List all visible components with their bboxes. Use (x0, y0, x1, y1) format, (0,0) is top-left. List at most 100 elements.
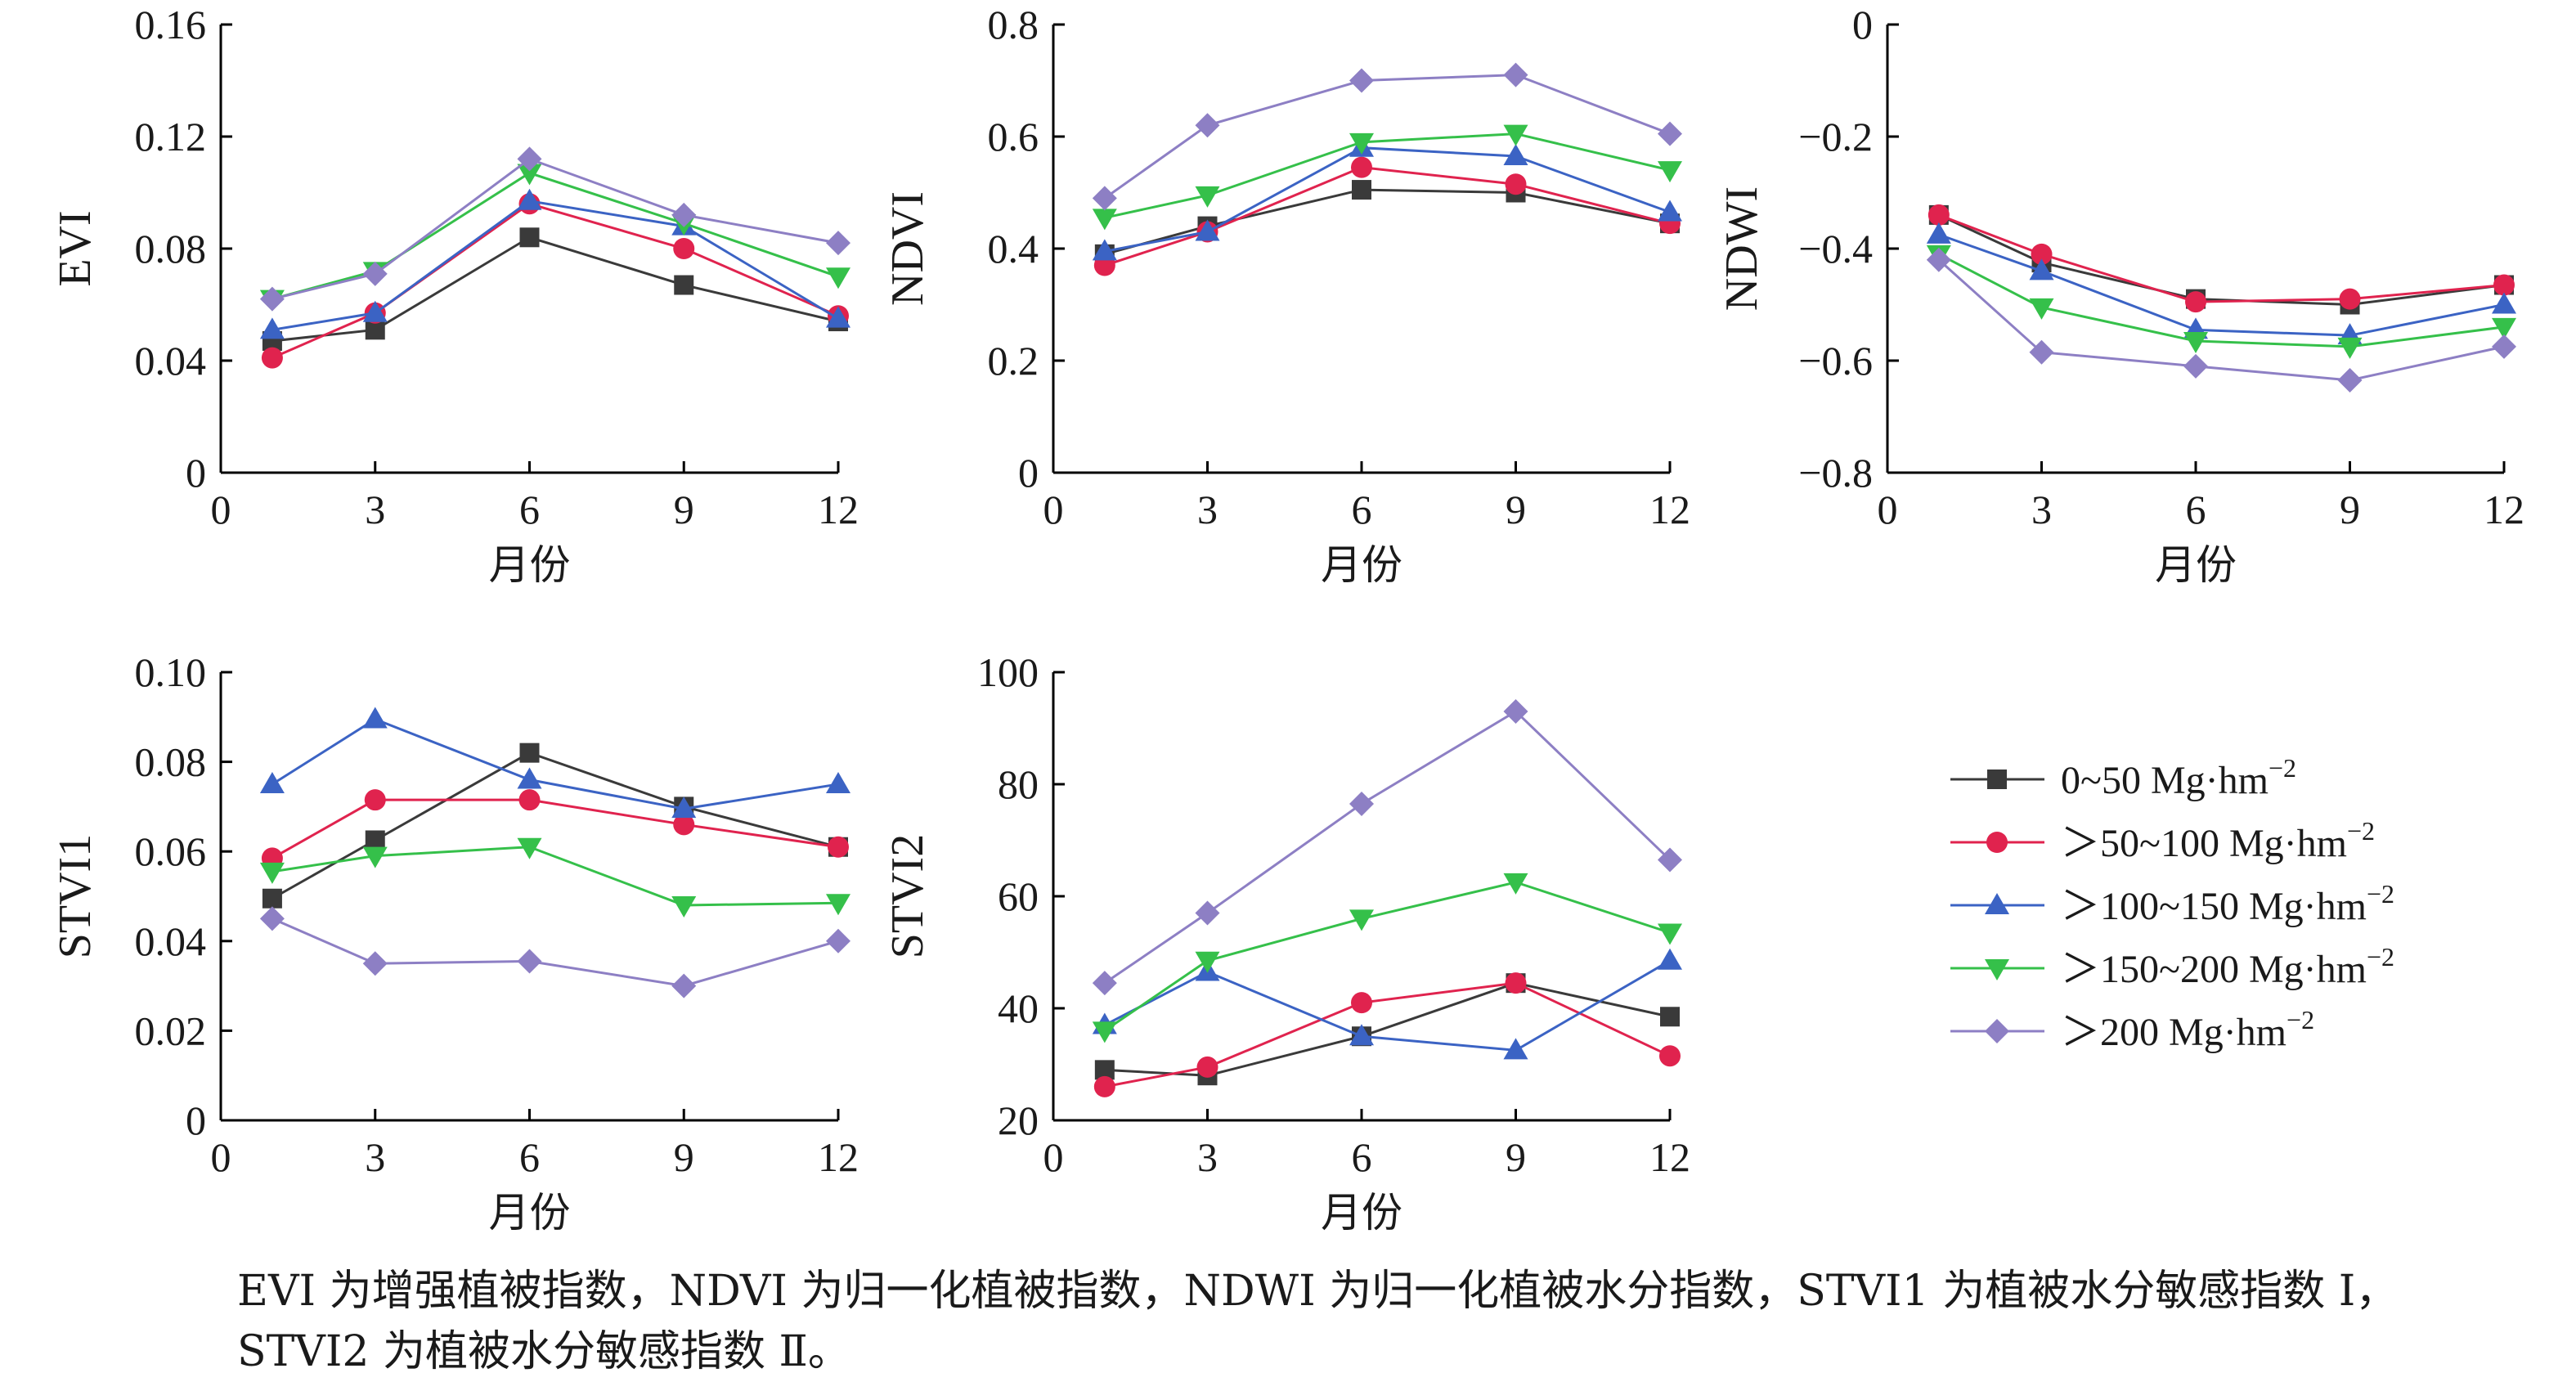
y-tick-label: −0.4 (1798, 226, 1873, 271)
data-point-200+ (1092, 971, 1117, 996)
data-point-0-50 (519, 743, 540, 763)
data-point-0-50 (262, 888, 282, 909)
data-point-150-200 (671, 895, 697, 918)
data-point-200+ (517, 949, 542, 974)
y-tick-label: 0.04 (135, 338, 207, 384)
x-tick-label: 6 (1352, 487, 1372, 532)
data-point-200+ (2492, 334, 2516, 359)
data-point-50-100 (2493, 274, 2515, 296)
data-point-200+ (517, 146, 542, 172)
data-point-100-150 (1092, 239, 1117, 261)
data-point-50-100 (2031, 243, 2053, 265)
data-point-150-200 (826, 267, 850, 289)
data-point-50-100 (828, 836, 849, 858)
data-point-150-200 (1092, 1021, 1117, 1043)
y-tick-label: 0.12 (135, 114, 207, 159)
data-point-200+ (1658, 121, 1682, 146)
data-point-100-150 (1503, 1038, 1528, 1060)
y-tick-label: 60 (998, 873, 1039, 919)
series-line-0-50 (272, 752, 839, 900)
chart-panel-evi: 0 3 6 9 12 0 0.04 0.08 0.12 0.16 月份 EVI (50, 2, 859, 589)
y-tick-label: 0.16 (135, 2, 207, 47)
legend-label-0-50: 0~50 Mg·hm−2 (2061, 753, 2296, 802)
data-point-150-200 (1658, 923, 1682, 945)
data-point-50-100 (2339, 288, 2361, 310)
series-line-150-200 (272, 846, 839, 907)
data-point-200+ (1349, 791, 1374, 816)
data-point-150-200 (259, 862, 285, 884)
data-point-100-150 (2492, 292, 2516, 314)
data-point-100-150 (259, 772, 285, 793)
data-point-150-200 (362, 846, 388, 868)
x-tick-label: 0 (211, 1134, 231, 1180)
data-point-200+ (1195, 900, 1220, 926)
data-point-150-200 (1195, 951, 1220, 973)
y-tick-label: 80 (998, 761, 1039, 807)
data-point-100-150 (826, 772, 850, 793)
y-axis-label: STVI1 (50, 834, 101, 958)
data-point-200+ (2183, 353, 2208, 379)
chart-panel-ndvi: 0 3 6 9 12 0 0.2 0.4 0.6 0.8 月份 NDVI (882, 2, 1690, 589)
legend-marker-50-100 (1986, 832, 2008, 853)
data-point-50-100 (261, 347, 283, 369)
caption-line-1: EVI 为增强植被指数，NDVI 为归一化植被指数，NDWI 为归一化植被水分指… (237, 1267, 2399, 1316)
x-axis-label: 月份 (1321, 1189, 1402, 1236)
data-point-150-200 (1658, 161, 1682, 183)
legend-marker-200+ (1985, 1019, 2009, 1043)
data-point-200+ (1349, 68, 1374, 93)
x-tick-label: 3 (2031, 487, 2052, 532)
y-tick-label: −0.2 (1798, 114, 1873, 159)
series-line-150-200 (1104, 132, 1671, 219)
y-axis-label: NDWI (1717, 186, 1767, 311)
x-tick-label: 0 (1043, 487, 1064, 532)
legend-label-200+: ＞200 Mg·hm−2 (2061, 1005, 2314, 1054)
series-line-100-150 (272, 717, 839, 810)
data-point-150-200 (2337, 337, 2363, 359)
x-tick-label: 12 (818, 1134, 859, 1180)
data-point-200+ (1195, 113, 1220, 138)
figure-caption: EVI 为增强植被指数，NDVI 为归一化植被指数，NDWI 为归一化植被水分指… (237, 1261, 2511, 1382)
data-point-100-150 (2029, 258, 2054, 280)
data-point-200+ (2029, 339, 2054, 365)
data-point-150-200 (517, 164, 542, 186)
data-point-150-200 (2029, 298, 2054, 320)
data-point-100-150 (362, 707, 388, 729)
y-tick-label: 0.08 (135, 739, 207, 785)
data-point-150-200 (2492, 317, 2516, 339)
data-point-150-200 (1195, 186, 1220, 208)
data-point-200+ (826, 231, 850, 256)
series-line-200+ (1937, 258, 2505, 382)
data-point-100-150 (517, 188, 542, 210)
y-tick-label: −0.8 (1798, 450, 1873, 496)
legend-marker-0-50 (1987, 770, 2007, 789)
data-point-50-100 (1351, 156, 1372, 178)
legend-marker-150-200 (1985, 959, 2009, 980)
y-tick-label: 0.10 (135, 649, 207, 695)
x-tick-label: 0 (1878, 487, 1898, 532)
y-tick-label: 0.6 (988, 114, 1039, 159)
data-point-50-100 (364, 789, 386, 811)
x-tick-label: 9 (1506, 487, 1526, 532)
data-point-200+ (671, 973, 697, 998)
data-point-200+ (362, 951, 388, 976)
data-point-200+ (1503, 62, 1528, 87)
data-point-100-150 (1503, 143, 1528, 165)
y-tick-label: 0.06 (135, 828, 207, 874)
y-tick-label: 0.02 (135, 1007, 207, 1053)
legend-label-150-200: ＞150~200 Mg·hm−2 (2061, 942, 2394, 991)
data-point-50-100 (2185, 291, 2206, 313)
x-tick-label: 9 (1506, 1134, 1526, 1180)
data-point-50-100 (1505, 173, 1527, 195)
data-point-200+ (259, 286, 285, 312)
y-axis-label: STVI2 (882, 834, 933, 958)
data-point-0-50 (1660, 1007, 1680, 1027)
x-tick-label: 6 (1352, 1134, 1372, 1180)
legend-label-100-150: ＞100~150 Mg·hm−2 (2061, 879, 2394, 928)
x-axis-label: 月份 (489, 541, 571, 589)
x-tick-label: 12 (1649, 1134, 1690, 1180)
series-line-200+ (1103, 710, 1672, 985)
data-point-100-150 (1658, 200, 1682, 222)
y-tick-label: 20 (998, 1097, 1039, 1143)
y-tick-label: 100 (977, 649, 1039, 695)
x-axis-label: 月份 (1321, 541, 1402, 589)
